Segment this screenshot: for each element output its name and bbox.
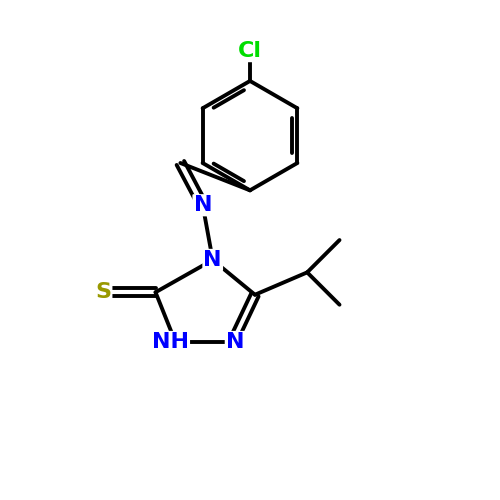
Text: N: N	[226, 332, 244, 352]
Text: Cl: Cl	[238, 41, 262, 61]
Text: N: N	[204, 250, 222, 270]
Text: S: S	[96, 282, 112, 302]
Text: N: N	[194, 195, 212, 215]
Text: NH: NH	[152, 332, 189, 352]
